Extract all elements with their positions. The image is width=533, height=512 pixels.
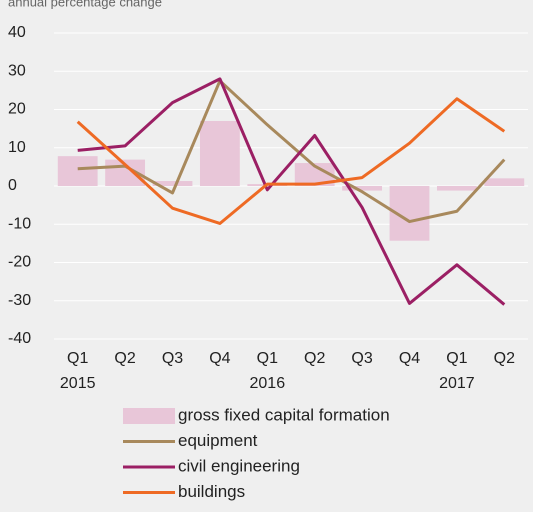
x-tick-label: Q2 bbox=[304, 350, 325, 367]
y-tick-label: -30 bbox=[8, 292, 31, 309]
x-group-label: 2016 bbox=[250, 375, 286, 392]
x-tick-label: Q4 bbox=[209, 350, 230, 367]
bar bbox=[57, 156, 98, 186]
y-tick-label: 10 bbox=[8, 139, 26, 156]
legend-label: equipment bbox=[178, 431, 258, 450]
y-tick-label: 20 bbox=[8, 101, 26, 118]
x-tick-label: Q2 bbox=[494, 350, 515, 367]
bar bbox=[152, 181, 193, 186]
bar bbox=[436, 186, 477, 191]
y-tick-label: 0 bbox=[8, 177, 17, 194]
x-tick-label: Q4 bbox=[399, 350, 420, 367]
x-tick-label: Q3 bbox=[351, 350, 372, 367]
bar bbox=[484, 178, 525, 186]
x-tick-label: Q1 bbox=[67, 350, 88, 367]
y-tick-label: 40 bbox=[8, 24, 26, 41]
y-tick-label: -10 bbox=[8, 215, 31, 232]
x-tick-label: Q2 bbox=[114, 350, 135, 367]
y-tick-label: -40 bbox=[8, 330, 31, 347]
chart-title: annual percentage change bbox=[8, 0, 162, 9]
legend-label: buildings bbox=[178, 482, 245, 501]
y-tick-label: 30 bbox=[8, 62, 26, 79]
line bbox=[76, 97, 506, 225]
line bbox=[77, 77, 506, 306]
legend-swatch bbox=[123, 408, 175, 424]
legend-label: civil engineering bbox=[178, 456, 300, 475]
bar bbox=[294, 163, 335, 186]
x-tick-label: Q3 bbox=[162, 350, 183, 367]
bar bbox=[342, 186, 383, 191]
x-group-label: 2017 bbox=[439, 375, 475, 392]
x-tick-label: Q1 bbox=[257, 350, 278, 367]
x-group-label: 2015 bbox=[60, 375, 96, 392]
legend-label: gross fixed capital formation bbox=[178, 405, 390, 424]
x-tick-label: Q1 bbox=[446, 350, 467, 367]
y-tick-label: -20 bbox=[8, 254, 31, 271]
bar bbox=[199, 120, 240, 186]
line bbox=[77, 79, 506, 224]
